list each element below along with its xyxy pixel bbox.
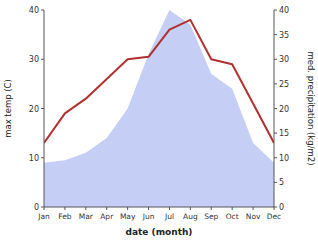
x-tick xyxy=(211,207,212,210)
x-tick xyxy=(253,207,254,210)
y2-tick xyxy=(274,182,277,183)
x-tick-label: Jun xyxy=(142,212,155,221)
x-tick-label: Dec xyxy=(267,212,282,221)
y2-tick-label: 5 xyxy=(279,178,284,187)
x-tick-label: Jan xyxy=(37,212,50,221)
y2-tick xyxy=(274,10,277,11)
y2-tick xyxy=(274,108,277,109)
x-tick-label: Nov xyxy=(246,212,261,221)
y-tick xyxy=(41,108,44,109)
y-tick-label: 20 xyxy=(29,105,39,114)
y2-tick-label: 25 xyxy=(279,80,289,89)
y2-tick xyxy=(274,157,277,158)
x-tick xyxy=(232,207,233,210)
y-tick-label: 40 xyxy=(29,6,39,15)
x-tick xyxy=(274,207,275,210)
x-tick-label: May xyxy=(120,212,136,221)
y-axis-label: max temp (C) xyxy=(3,79,13,138)
x-tick-label: Mar xyxy=(79,212,94,221)
x-tick xyxy=(148,207,149,210)
x-tick-label: Jul xyxy=(164,212,174,221)
x-tick xyxy=(190,207,191,210)
x-axis-line xyxy=(44,207,274,208)
y2-tick-label: 40 xyxy=(279,6,289,15)
y2-tick-label: 10 xyxy=(279,154,289,163)
chart: 0 10 20 30 40 0 5 10 15 20 25 30 35 40 Jan Feb Mar Apr May… xyxy=(0,0,318,247)
x-tick xyxy=(85,207,86,210)
y-tick xyxy=(41,10,44,11)
precipitation-area xyxy=(44,10,274,207)
x-tick-label: Feb xyxy=(58,212,72,221)
y-tick-label: 0 xyxy=(34,203,39,212)
x-tick xyxy=(106,207,107,210)
y-tick-label: 30 xyxy=(29,55,39,64)
y2-tick xyxy=(274,133,277,134)
x-tick-label: Aug xyxy=(183,212,198,221)
y2-tick xyxy=(274,34,277,35)
x-tick-label: Sep xyxy=(204,212,218,221)
y2-tick xyxy=(274,59,277,60)
x-tick xyxy=(169,207,170,210)
y-tick-label: 10 xyxy=(29,154,39,163)
y2-axis-label: med. precipitation (kg/m2) xyxy=(306,51,316,165)
y-tick xyxy=(41,157,44,158)
y2-tick-label: 20 xyxy=(279,105,289,114)
x-tick xyxy=(44,207,45,210)
x-tick xyxy=(127,207,128,210)
y2-tick-label: 0 xyxy=(279,203,284,212)
temperature-line xyxy=(44,20,274,143)
y-tick xyxy=(41,59,44,60)
y2-tick xyxy=(274,83,277,84)
plot-area xyxy=(44,10,274,207)
y2-tick-label: 30 xyxy=(279,55,289,64)
y2-tick-label: 15 xyxy=(279,129,289,138)
x-tick-label: Apr xyxy=(100,212,114,221)
y2-tick-label: 35 xyxy=(279,31,289,40)
x-tick-label: Oct xyxy=(226,212,239,221)
x-axis-label: date (month) xyxy=(126,227,193,237)
x-tick xyxy=(64,207,65,210)
